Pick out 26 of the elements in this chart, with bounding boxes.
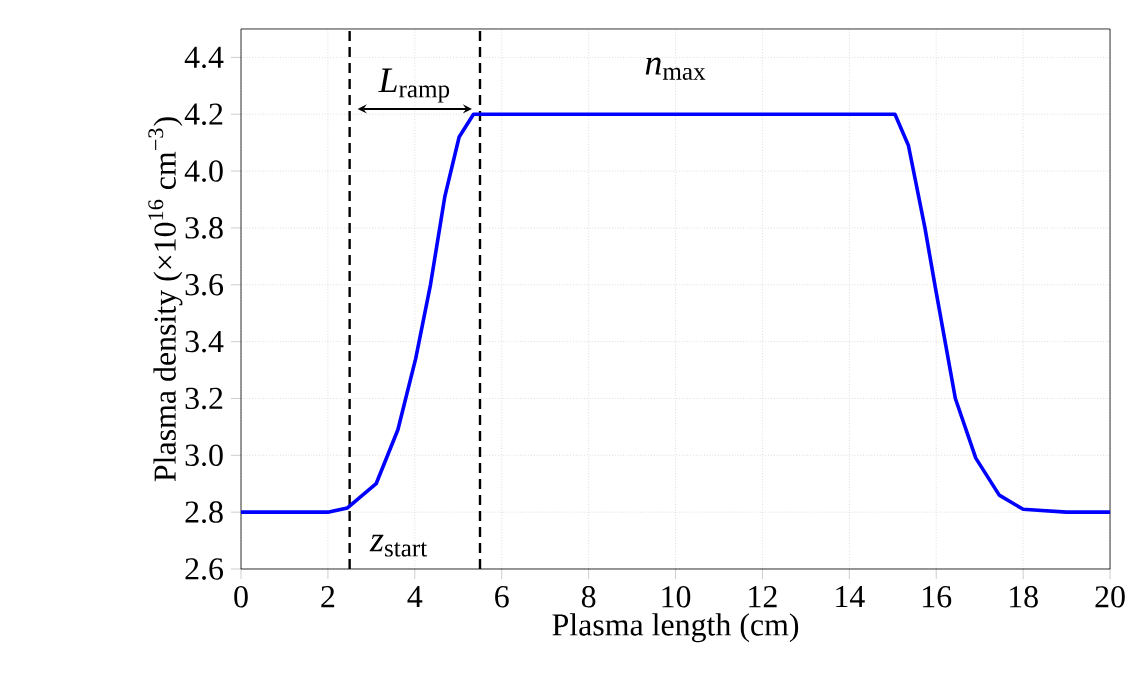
y-tick-label: 3.4: [185, 330, 224, 353]
y-tick-label: 2.8: [185, 501, 223, 523]
y-tick-label: 4.2: [184, 103, 223, 126]
y-tick-label: 3.0: [185, 444, 223, 467]
x-axis-title: Plasma length (cm): [552, 613, 799, 643]
y-tick-label: 3.8: [185, 217, 223, 239]
ref-line-label: z$_{start}$: [369, 534, 428, 557]
x-tick-label: 16: [923, 586, 952, 608]
x-tick-label: 20: [1095, 586, 1125, 608]
annotation: L$_{ramp}$: [378, 68, 450, 103]
x-tick-label: 8: [581, 586, 596, 608]
y-tick-label: 4.4: [184, 46, 224, 69]
y-tick-label: 4.0: [184, 160, 223, 182]
x-tick-label: 10: [662, 586, 691, 608]
annotation: n$_{max}$: [645, 57, 706, 80]
x-tick-label: 4: [407, 586, 423, 608]
y-axis-title: Plasma density (×10$^{16}$ cm$^{−3}$): [148, 117, 183, 482]
x-tick-label: 6: [495, 586, 509, 608]
y-tick-label: 3.2: [185, 387, 223, 410]
x-tick-label: 14: [836, 586, 865, 608]
x-tick-label: 2: [321, 586, 335, 608]
y-tick-label: 3.6: [185, 274, 224, 296]
x-tick-label: 0: [234, 586, 248, 608]
x-tick-label: 18: [1010, 586, 1038, 608]
x-tick-label: 12: [749, 586, 777, 608]
y-tick-label: 2.6: [185, 558, 224, 580]
